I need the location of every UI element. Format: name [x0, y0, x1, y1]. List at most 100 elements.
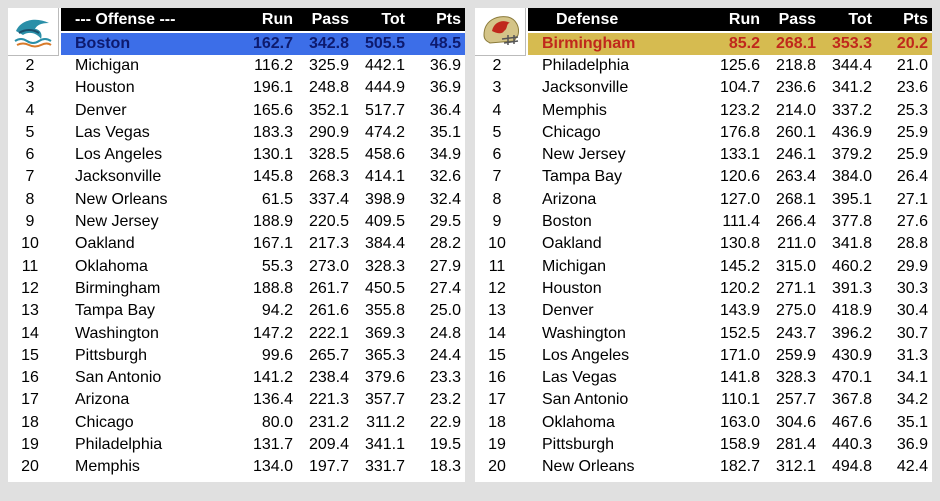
- defense-panel: Defense Run Pass Tot Pts Birmingham 85.2…: [475, 8, 932, 482]
- row-run: 125.6: [719, 57, 760, 74]
- row-tot: 384.4: [364, 235, 405, 253]
- row-pts: 34.9: [429, 146, 461, 164]
- table-row: 5 Las Vegas 183.3 290.9 474.2 35.1: [8, 122, 465, 144]
- row-pass: 263.4: [775, 168, 816, 186]
- row-team: New Orleans: [542, 458, 635, 476]
- row-team: Denver: [75, 101, 127, 119]
- row-pts: 36.9: [896, 436, 928, 454]
- table-row: 4 Memphis 123.2 214.0 337.2 25.3: [475, 100, 932, 122]
- row-run: 143.9: [719, 302, 760, 320]
- table-row: 12 Birmingham 188.8 261.7 450.5 27.4: [8, 278, 465, 300]
- row-pts: 42.4: [896, 458, 928, 476]
- table-row: 12 Houston 120.2 271.1 391.3 30.3: [475, 278, 932, 300]
- leader-pass: 342.8: [308, 35, 349, 52]
- row-team: New Jersey: [542, 146, 626, 164]
- row-rank: 6: [492, 146, 502, 164]
- row-tot: 467.6: [831, 413, 872, 431]
- row-pts: 30.4: [896, 302, 928, 320]
- row-tot: 398.9: [364, 190, 405, 208]
- row-team: Tampa Bay: [542, 168, 623, 186]
- row-team: Philadelphia: [75, 436, 163, 454]
- row-rank: 2: [25, 57, 35, 74]
- row-tot: 494.8: [831, 458, 872, 476]
- row-tot: 414.1: [364, 168, 405, 186]
- row-tot: 517.7: [364, 101, 405, 119]
- row-pts: 22.9: [429, 413, 461, 431]
- row-rank: 18: [21, 413, 39, 431]
- table-row: 20 New Orleans 182.7 312.1 494.8 42.4: [475, 456, 932, 478]
- row-pts: 25.3: [896, 101, 928, 119]
- row-team: Oakland: [542, 235, 602, 253]
- row-team: Las Vegas: [542, 369, 617, 387]
- row-pts: 36.4: [429, 101, 461, 119]
- table-row: 15 Los Angeles 171.0 259.9 430.9 31.3: [475, 345, 932, 367]
- row-team: Arizona: [75, 391, 130, 409]
- defense-table-body: 2 Philadelphia 125.6 218.8 344.4 21.0 3 Jackson…: [475, 55, 932, 479]
- table-row: 2 Michigan 116.2 325.9 442.1 36.9: [8, 55, 465, 77]
- row-pts: 25.9: [896, 123, 928, 141]
- row-tot: 440.3: [831, 436, 872, 454]
- row-pass: 214.0: [775, 101, 816, 119]
- defense-title: Defense: [556, 11, 619, 28]
- row-pass: 261.7: [308, 279, 349, 297]
- row-run: 167.1: [252, 235, 293, 253]
- row-pass: 265.7: [308, 346, 349, 364]
- row-team: New Orleans: [75, 190, 168, 208]
- row-pass: 259.9: [775, 346, 816, 364]
- row-rank: 3: [492, 79, 502, 97]
- defense-col-pass: Pass: [778, 11, 816, 28]
- row-pass: 304.6: [775, 413, 816, 431]
- row-pts: 27.4: [429, 279, 461, 297]
- offense-col-pts: Pts: [436, 11, 461, 28]
- offense-col-run: Run: [261, 11, 293, 28]
- row-pts: 26.4: [896, 168, 928, 186]
- row-pass: 312.1: [775, 458, 816, 476]
- row-pts: 35.1: [896, 413, 928, 431]
- row-pass: 209.4: [308, 436, 349, 454]
- row-team: Birmingham: [75, 279, 161, 297]
- row-rank: 8: [492, 190, 502, 208]
- table-row: 11 Oklahoma 55.3 273.0 328.3 27.9: [8, 256, 465, 278]
- row-pass: 261.6: [308, 302, 349, 320]
- leader-pts: 48.5: [429, 35, 461, 52]
- row-tot: 341.2: [831, 79, 872, 97]
- row-rank: 20: [21, 458, 39, 476]
- row-run: 94.2: [261, 302, 293, 320]
- row-run: 141.2: [252, 369, 293, 387]
- row-tot: 396.2: [831, 324, 872, 342]
- row-tot: 365.3: [364, 346, 405, 364]
- row-rank: 5: [492, 123, 502, 141]
- row-rank: 3: [25, 79, 35, 97]
- row-tot: 337.2: [831, 101, 872, 119]
- leader-team: Birmingham: [542, 35, 636, 52]
- leader-tot: 505.5: [364, 35, 405, 52]
- row-rank: 19: [21, 436, 39, 454]
- row-rank: 16: [21, 369, 39, 387]
- row-pass: 221.3: [308, 391, 349, 409]
- horse-helmet-logo-icon: [475, 8, 526, 56]
- row-pass: 281.4: [775, 436, 816, 454]
- row-tot: 328.3: [364, 257, 405, 275]
- row-pts: 28.8: [896, 235, 928, 253]
- row-team: New Jersey: [75, 213, 159, 231]
- row-rank: 11: [488, 257, 506, 275]
- row-tot: 341.1: [364, 436, 405, 454]
- row-tot: 458.6: [364, 146, 405, 164]
- row-run: 145.8: [252, 168, 293, 186]
- row-pts: 30.3: [896, 279, 928, 297]
- table-row: 17 Arizona 136.4 221.3 357.7 23.2: [8, 389, 465, 411]
- row-pts: 25.0: [429, 302, 461, 320]
- row-rank: 20: [488, 458, 506, 476]
- table-row: 13 Tampa Bay 94.2 261.6 355.8 25.0: [8, 300, 465, 322]
- row-rank: 10: [21, 235, 39, 253]
- table-row: 13 Denver 143.9 275.0 418.9 30.4: [475, 300, 932, 322]
- row-team: Pittsburgh: [542, 436, 615, 454]
- row-tot: 409.5: [364, 213, 405, 231]
- row-rank: 16: [488, 369, 506, 387]
- row-team: Michigan: [542, 257, 607, 275]
- row-rank: 4: [492, 101, 502, 119]
- row-tot: 444.9: [364, 79, 405, 97]
- row-team: Jacksonville: [542, 79, 629, 97]
- table-row: 17 San Antonio 110.1 257.7 367.8 34.2: [475, 389, 932, 411]
- defense-header: Defense Run Pass Tot Pts: [528, 8, 932, 31]
